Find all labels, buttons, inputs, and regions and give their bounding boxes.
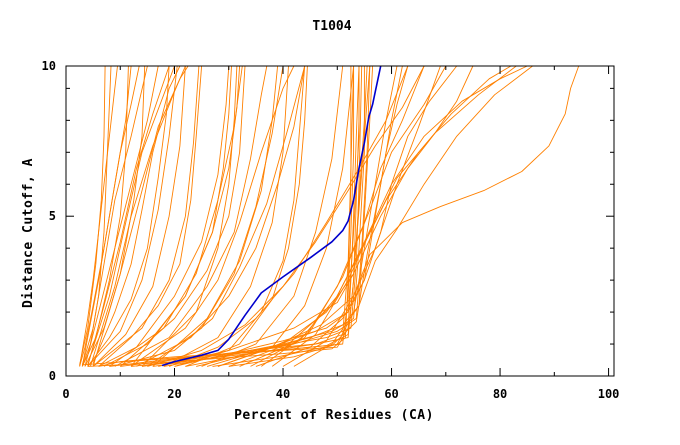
model-series-line-23 [114,65,268,367]
model-series-line-31 [163,65,289,367]
chart-title: T1004 [312,19,351,34]
plot-frame [65,65,615,377]
model-series-line-27 [147,65,284,367]
model-series-line-32 [174,65,306,367]
model-series-line-58 [271,65,517,367]
model-series-line-18 [98,65,203,367]
model-series-line-10 [92,65,181,364]
model-series-line-4 [81,65,148,365]
model-series-line-14 [84,65,146,367]
y-axis-label: Distance Cutoff, A [21,158,36,308]
model-series-line-63 [212,65,403,367]
model-series-line-7 [87,65,175,365]
model-series-line-5 [84,65,159,367]
model-series-line-35 [201,65,344,367]
y-tick-label: 0 [49,369,56,383]
model-series-line-53 [239,65,528,367]
model-series-line-22 [109,65,243,367]
model-series-line-12 [79,65,106,365]
model-series-line-42 [174,66,360,367]
model-series-line-11 [81,65,112,367]
model-series-line-59 [282,65,580,367]
model-series-line-15 [87,65,170,367]
x-tick-label: 100 [598,387,620,401]
plot-area [79,65,580,367]
model-series-line-26 [136,65,306,367]
x-tick-label: 80 [493,387,507,401]
model-series-line-37 [98,65,360,367]
model-series-line-51 [217,65,474,367]
model-series-line-55 [261,65,447,367]
model-series-line-61 [255,65,458,367]
y-tick-label: 5 [49,209,56,223]
model-series-line-24 [120,65,246,367]
model-series-line-56 [147,65,425,367]
model-series-line-57 [168,65,409,367]
model-series-line-25 [130,65,295,367]
model-series-line-33 [185,65,308,367]
model-series-line-3 [81,65,140,367]
highlight-series-line [161,65,382,367]
model-series-line-13 [81,65,129,367]
model-series-line-17 [92,65,186,367]
x-axis-label: Percent of Residues (CA) [234,408,434,423]
model-series-line-60 [293,65,533,367]
model-series-line-30 [152,65,279,367]
model-series-line-16 [87,65,178,367]
y-tick-label: 10 [42,59,56,73]
x-tick-label: 0 [62,387,69,401]
x-tick-label: 40 [276,387,290,401]
x-tick-label: 60 [384,387,398,401]
model-series-line-28 [141,65,238,367]
axis-ticks: 0 20 40 60 80 100 0 5 10 [42,59,620,401]
x-tick-label: 20 [167,387,181,401]
model-series-line-62 [228,65,398,367]
model-series-line-34 [120,65,306,366]
model-series-line-29 [130,65,232,367]
model-series-line-19 [92,65,200,367]
